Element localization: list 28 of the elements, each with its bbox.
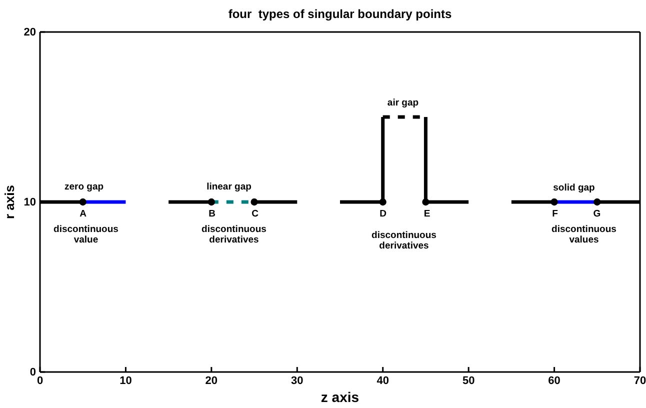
- annotation: F: [552, 208, 558, 220]
- x-tick-label: 10: [120, 374, 132, 387]
- chart-title: four types of singular boundary points: [228, 7, 452, 21]
- x-tick-label: 70: [634, 374, 646, 387]
- annotation: C: [252, 208, 259, 220]
- annotation: discontinuous derivatives: [372, 230, 436, 252]
- annotation: E: [424, 208, 430, 220]
- x-tick-label: 40: [376, 374, 389, 387]
- annotation: B: [208, 208, 216, 220]
- annotation: solid gap: [553, 182, 596, 194]
- y-tick-label: 10: [24, 196, 36, 209]
- annotation: zero gap: [64, 181, 104, 192]
- annotation: discontinuous values: [552, 224, 616, 246]
- x-tick-label: 50: [462, 374, 475, 387]
- y-tick-label: 0: [30, 366, 36, 379]
- annotation: G: [593, 208, 601, 220]
- x-tick-label: 20: [205, 374, 218, 387]
- x-tick-label: 60: [548, 374, 560, 387]
- annotation: linear gap: [206, 181, 252, 192]
- annotation: air gap: [387, 97, 419, 108]
- x-axis-title: z axis: [320, 389, 360, 405]
- annotation: discontinuous derivatives: [202, 224, 266, 246]
- x-tick-label: 30: [291, 374, 304, 387]
- annotation: A: [80, 208, 87, 220]
- y-axis-title: r axis: [2, 185, 17, 219]
- annotation: discontinuous value: [54, 224, 118, 246]
- y-tick-label: 20: [24, 26, 36, 39]
- annotation: D: [380, 208, 387, 220]
